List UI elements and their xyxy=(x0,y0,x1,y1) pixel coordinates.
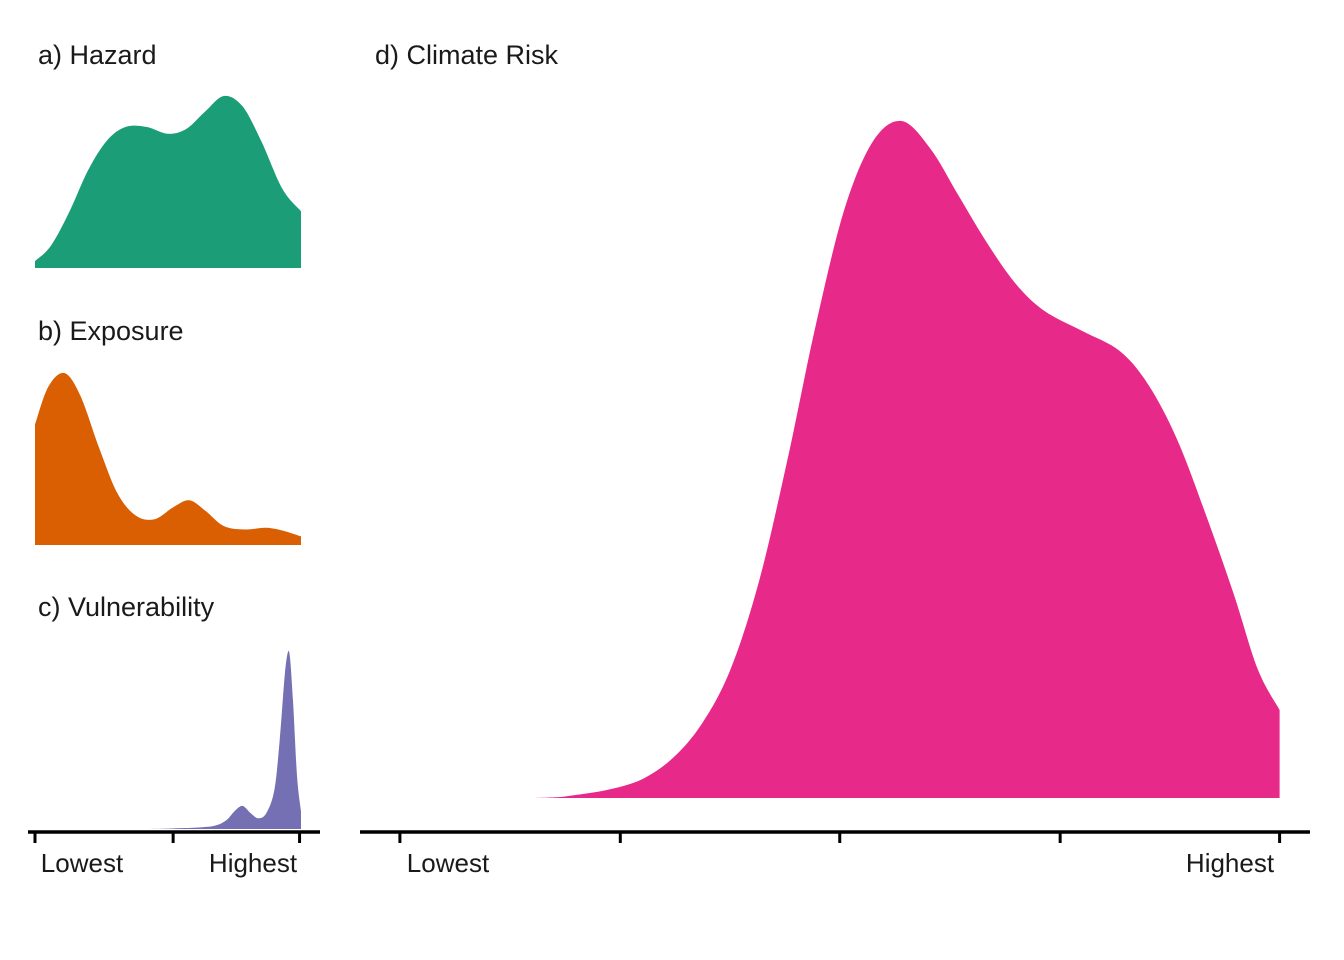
exposure-density-curve xyxy=(35,372,301,545)
large-x-axis xyxy=(360,830,1310,843)
small-axis-label-lowest: Lowest xyxy=(40,848,124,878)
vulnerability-density-curve xyxy=(35,650,301,829)
small-x-axis xyxy=(28,830,320,843)
panel-title-climate-risk: d) Climate Risk xyxy=(375,40,559,70)
panel-title-exposure: b) Exposure xyxy=(38,316,184,346)
hazard-density-curve xyxy=(35,95,301,268)
panel-title-vulnerability: c) Vulnerability xyxy=(38,592,215,622)
climate-risk-density-curve xyxy=(360,120,1280,798)
large-axis-label-highest: Highest xyxy=(1185,848,1275,878)
large-axis-label-lowest: Lowest xyxy=(406,848,490,878)
panel-title-hazard: a) Hazard xyxy=(38,40,157,70)
small-axis-label-highest: Highest xyxy=(208,848,298,878)
